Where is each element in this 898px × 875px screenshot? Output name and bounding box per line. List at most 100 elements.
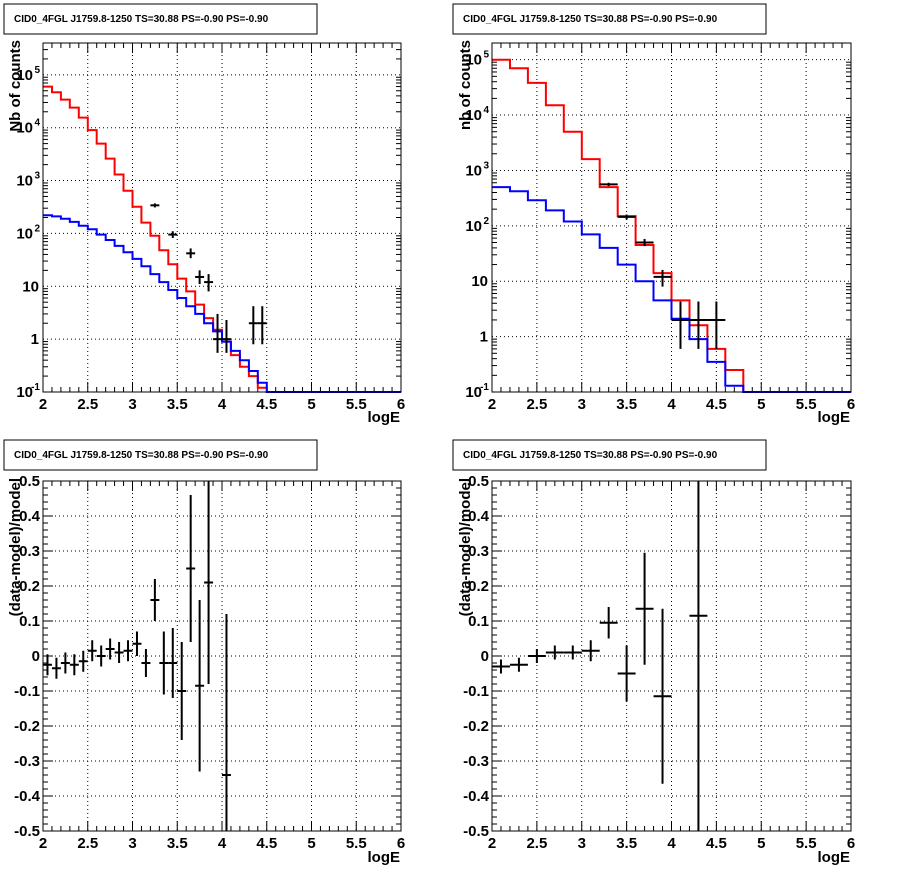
x-tick-label: 2 xyxy=(488,396,496,413)
x-tick-label: 5.5 xyxy=(346,396,367,413)
panel-title: CID0_4FGL J1759.8-1250 TS=30.88 PS=-0.90… xyxy=(14,14,269,25)
panel-title: CID0_4FGL J1759.8-1250 TS=30.88 PS=-0.90… xyxy=(14,450,269,461)
y-tick-label: 0.5 xyxy=(19,473,40,490)
plot-frame xyxy=(42,42,402,393)
y-tick-label: 0.3 xyxy=(19,543,40,560)
x-tick-label: 3 xyxy=(128,396,136,413)
y-tick-label: 10 xyxy=(22,278,39,295)
panel-title: CID0_4FGL J1759.8-1250 TS=30.88 PS=-0.90… xyxy=(463,14,718,25)
x-tick-label: 6 xyxy=(847,835,855,852)
title-box xyxy=(452,439,767,471)
y-tick-label: 10 xyxy=(16,67,33,84)
y-tick-label: 10 xyxy=(465,218,482,235)
y-tick-label: -0.2 xyxy=(463,718,489,735)
y-tick-label: 10 xyxy=(16,173,33,190)
panel-title: CID0_4FGL J1759.8-1250 TS=30.88 PS=-0.90… xyxy=(463,450,718,461)
y-tick-label: 1 xyxy=(480,329,488,346)
y-tick-exponent: 4 xyxy=(34,118,40,129)
x-tick-label: 4.5 xyxy=(256,835,277,852)
x-tick-label: 2.5 xyxy=(77,396,98,413)
x-tick-label: 2.5 xyxy=(526,835,547,852)
y-tick-label: 0.2 xyxy=(468,578,489,595)
y-axis-title: (data-model)/model xyxy=(7,478,24,616)
title-box xyxy=(452,3,767,35)
y-tick-exponent: 5 xyxy=(34,65,40,76)
plot-area: 2 2.5 3 3.5 4 4.5 5 5.5 6 -0.5 -0.4 -0.3 -0.2 -0.1 0 0.… xyxy=(463,473,855,852)
y-tick-label: -0.1 xyxy=(463,683,489,700)
x-tick-label: 3 xyxy=(578,835,586,852)
y-tick-label: 1 xyxy=(31,331,39,348)
x-tick-label: 3.5 xyxy=(167,835,188,852)
panel-bottom-right: CID0_4FGL J1759.8-1250 TS=30.88 PS=-0.90… xyxy=(452,439,855,866)
y-axis-title: (data-model)/model xyxy=(457,478,474,616)
x-tick-label: 5.5 xyxy=(796,835,817,852)
title-box xyxy=(3,3,318,35)
x-tick-label: 4 xyxy=(667,835,676,852)
panel-top-right: CID0_4FGL J1759.8-1250 TS=30.88 PS=-0.90… xyxy=(452,3,855,426)
x-tick-label: 2 xyxy=(488,835,496,852)
y-tick-label: -0.1 xyxy=(14,683,40,700)
y-tick-label: 0.2 xyxy=(19,578,40,595)
x-tick-label: 5 xyxy=(757,396,765,413)
y-tick-label: 0 xyxy=(32,648,40,665)
x-axis-title: logE xyxy=(368,409,401,426)
y-tick-label: -0.3 xyxy=(14,753,40,770)
y-tick-label: -0.5 xyxy=(463,823,489,840)
x-tick-label: 5.5 xyxy=(346,835,367,852)
y-tick-label: 10 xyxy=(16,225,33,242)
x-tick-label: 2.5 xyxy=(77,835,98,852)
y-tick-label: -0.3 xyxy=(463,753,489,770)
x-tick-label: 5 xyxy=(307,835,315,852)
x-tick-label: 6 xyxy=(397,835,405,852)
y-tick-label: 10 xyxy=(465,162,482,179)
y-tick-exponent: 3 xyxy=(34,171,40,182)
y-tick-exponent: -1 xyxy=(31,382,40,393)
x-tick-label: 4.5 xyxy=(256,396,277,413)
x-tick-label: 4.5 xyxy=(706,835,727,852)
x-axis-title: logE xyxy=(818,849,851,866)
y-tick-label: 10 xyxy=(465,52,482,69)
title-box xyxy=(3,439,318,471)
plot-frame xyxy=(491,480,852,832)
x-tick-label: 5 xyxy=(757,835,765,852)
y-tick-label: 0.1 xyxy=(468,613,489,630)
x-tick-label: 4 xyxy=(218,835,227,852)
plot-area: 2 2.5 3 3.5 4 4.5 5 5.5 6 -0.5 -0.4 -0.3 -0.2 -0.1 0 0.… xyxy=(14,473,405,852)
y-tick-exponent: 4 xyxy=(483,105,489,116)
x-tick-label: 2.5 xyxy=(526,396,547,413)
y-tick-label: -0.2 xyxy=(14,718,40,735)
y-tick-label: 10 xyxy=(16,120,33,137)
y-tick-label: 0.5 xyxy=(468,473,489,490)
x-tick-label: 2 xyxy=(39,396,47,413)
y-tick-label: -0.4 xyxy=(463,788,490,805)
x-tick-label: 3.5 xyxy=(167,396,188,413)
y-tick-label: 10 xyxy=(465,384,482,401)
y-axis-title: Nb of counts xyxy=(7,40,24,132)
panel-bottom-left: CID0_4FGL J1759.8-1250 TS=30.88 PS=-0.90… xyxy=(3,439,405,866)
x-tick-label: 3 xyxy=(578,396,586,413)
y-tick-exponent: 2 xyxy=(34,223,40,234)
y-tick-exponent: -1 xyxy=(480,382,489,393)
x-axis-title: logE xyxy=(818,409,851,426)
panel-top-left: CID0_4FGL J1759.8-1250 TS=30.88 PS=-0.90… xyxy=(3,3,405,426)
y-tick-label: 0 xyxy=(481,648,489,665)
y-tick-label: 0.3 xyxy=(468,543,489,560)
y-tick-label: 10 xyxy=(16,384,33,401)
y-tick-label: 10 xyxy=(471,273,488,290)
x-tick-label: 4.5 xyxy=(706,396,727,413)
x-tick-label: 3 xyxy=(128,835,136,852)
x-tick-label: 3.5 xyxy=(616,835,637,852)
x-tick-label: 6 xyxy=(847,396,855,413)
y-axis-title: nb of counts xyxy=(457,40,474,130)
x-tick-label: 4 xyxy=(667,396,676,413)
y-tick-label: 0.4 xyxy=(19,508,41,525)
y-tick-exponent: 3 xyxy=(483,160,489,171)
x-tick-label: 5 xyxy=(307,396,315,413)
x-axis-title: logE xyxy=(368,849,401,866)
y-tick-label: -0.5 xyxy=(14,823,40,840)
y-tick-exponent: 5 xyxy=(483,50,489,61)
x-tick-label: 3.5 xyxy=(616,396,637,413)
